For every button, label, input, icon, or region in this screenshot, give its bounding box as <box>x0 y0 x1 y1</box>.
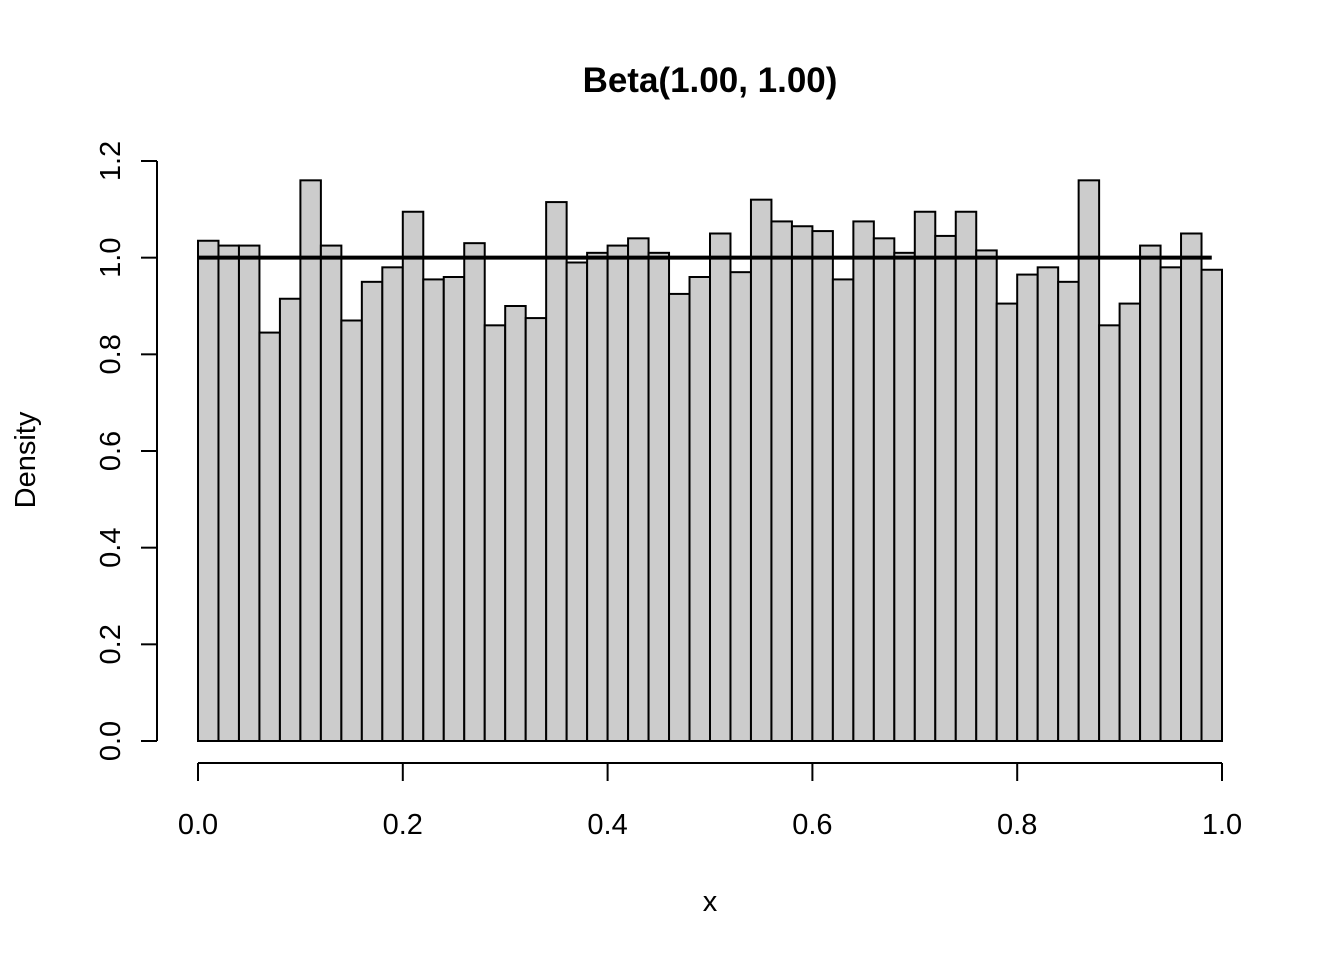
histogram-bar <box>709 232 732 742</box>
histogram-bar <box>668 292 691 742</box>
y-axis: 0.0 0.2 0.4 0.6 0.8 1.0 1.2 <box>95 141 158 761</box>
histogram-bar <box>319 244 343 742</box>
histogram-bar <box>299 179 322 743</box>
chart-title: Beta(1.00, 1.00) <box>583 61 838 100</box>
histogram-bar <box>1098 324 1121 742</box>
x-axis-label: x <box>703 886 718 918</box>
histogram-bar <box>401 210 425 742</box>
histogram-bar <box>975 249 998 743</box>
histogram-bar <box>340 319 363 742</box>
histogram-bar <box>1118 302 1142 742</box>
histogram-bar <box>893 251 916 742</box>
histogram-bar <box>504 305 527 742</box>
y-axis-label: Density <box>10 411 42 508</box>
histogram-bar <box>197 239 220 742</box>
histogram-bar <box>422 278 445 742</box>
histogram-bar <box>934 234 957 743</box>
histogram-bar <box>749 198 773 742</box>
histogram-bar <box>1180 232 1203 742</box>
bars-group <box>197 179 1224 743</box>
histogram-bar <box>811 230 834 742</box>
histogram-bar <box>586 251 609 742</box>
y-tick-label: 0.8 <box>95 334 127 374</box>
histogram-bar <box>463 242 486 743</box>
x-tick-label: 0.4 <box>587 809 627 841</box>
histogram-bar <box>729 271 752 742</box>
histogram-bar <box>995 302 1019 742</box>
histogram-bar <box>913 210 937 742</box>
x-tick-label: 0.6 <box>792 809 832 841</box>
histogram-bar <box>647 251 671 742</box>
y-tick-label: 0.4 <box>95 528 127 568</box>
histogram-bar <box>688 276 712 742</box>
histogram-bar <box>1077 179 1101 743</box>
histogram-bar <box>770 220 793 742</box>
x-tick-label: 0.2 <box>383 809 423 841</box>
histogram-bar <box>1159 266 1183 742</box>
x-tick-label: 0.8 <box>997 809 1037 841</box>
y-tick-label: 0.0 <box>95 721 127 761</box>
x-axis: 0.0 0.2 0.4 0.6 0.8 1.0 <box>178 762 1242 841</box>
histogram-bar <box>524 317 548 742</box>
histogram-bar <box>1200 268 1224 742</box>
y-tick-label: 1.0 <box>95 238 127 278</box>
y-tick-label: 1.2 <box>95 141 127 181</box>
histogram-bar <box>545 201 568 743</box>
histogram-bar <box>381 266 404 742</box>
histogram-bar <box>1036 266 1060 742</box>
histogram-bar <box>954 210 978 742</box>
histogram-bar <box>442 276 466 742</box>
histogram-bar <box>831 278 855 742</box>
histogram-bar <box>627 237 650 742</box>
histogram-bar <box>1057 280 1080 742</box>
histogram-bar <box>565 261 589 742</box>
histogram-bar <box>1016 273 1039 742</box>
x-tick-label: 0.0 <box>178 809 218 841</box>
x-tick-label: 1.0 <box>1202 809 1242 841</box>
histogram-bar <box>872 237 896 742</box>
histogram-bar <box>483 324 507 742</box>
histogram-bar <box>852 220 875 742</box>
histogram-bar <box>1139 244 1162 742</box>
histogram-bar <box>217 244 240 742</box>
histogram-bar <box>606 244 630 742</box>
histogram-bar <box>237 244 261 742</box>
y-tick-label: 0.2 <box>95 624 127 664</box>
histogram-bar <box>790 225 814 742</box>
y-tick-label: 0.6 <box>95 431 127 471</box>
histogram-bar <box>258 331 281 742</box>
histogram-bar <box>278 297 302 742</box>
histogram-bar <box>360 280 384 742</box>
